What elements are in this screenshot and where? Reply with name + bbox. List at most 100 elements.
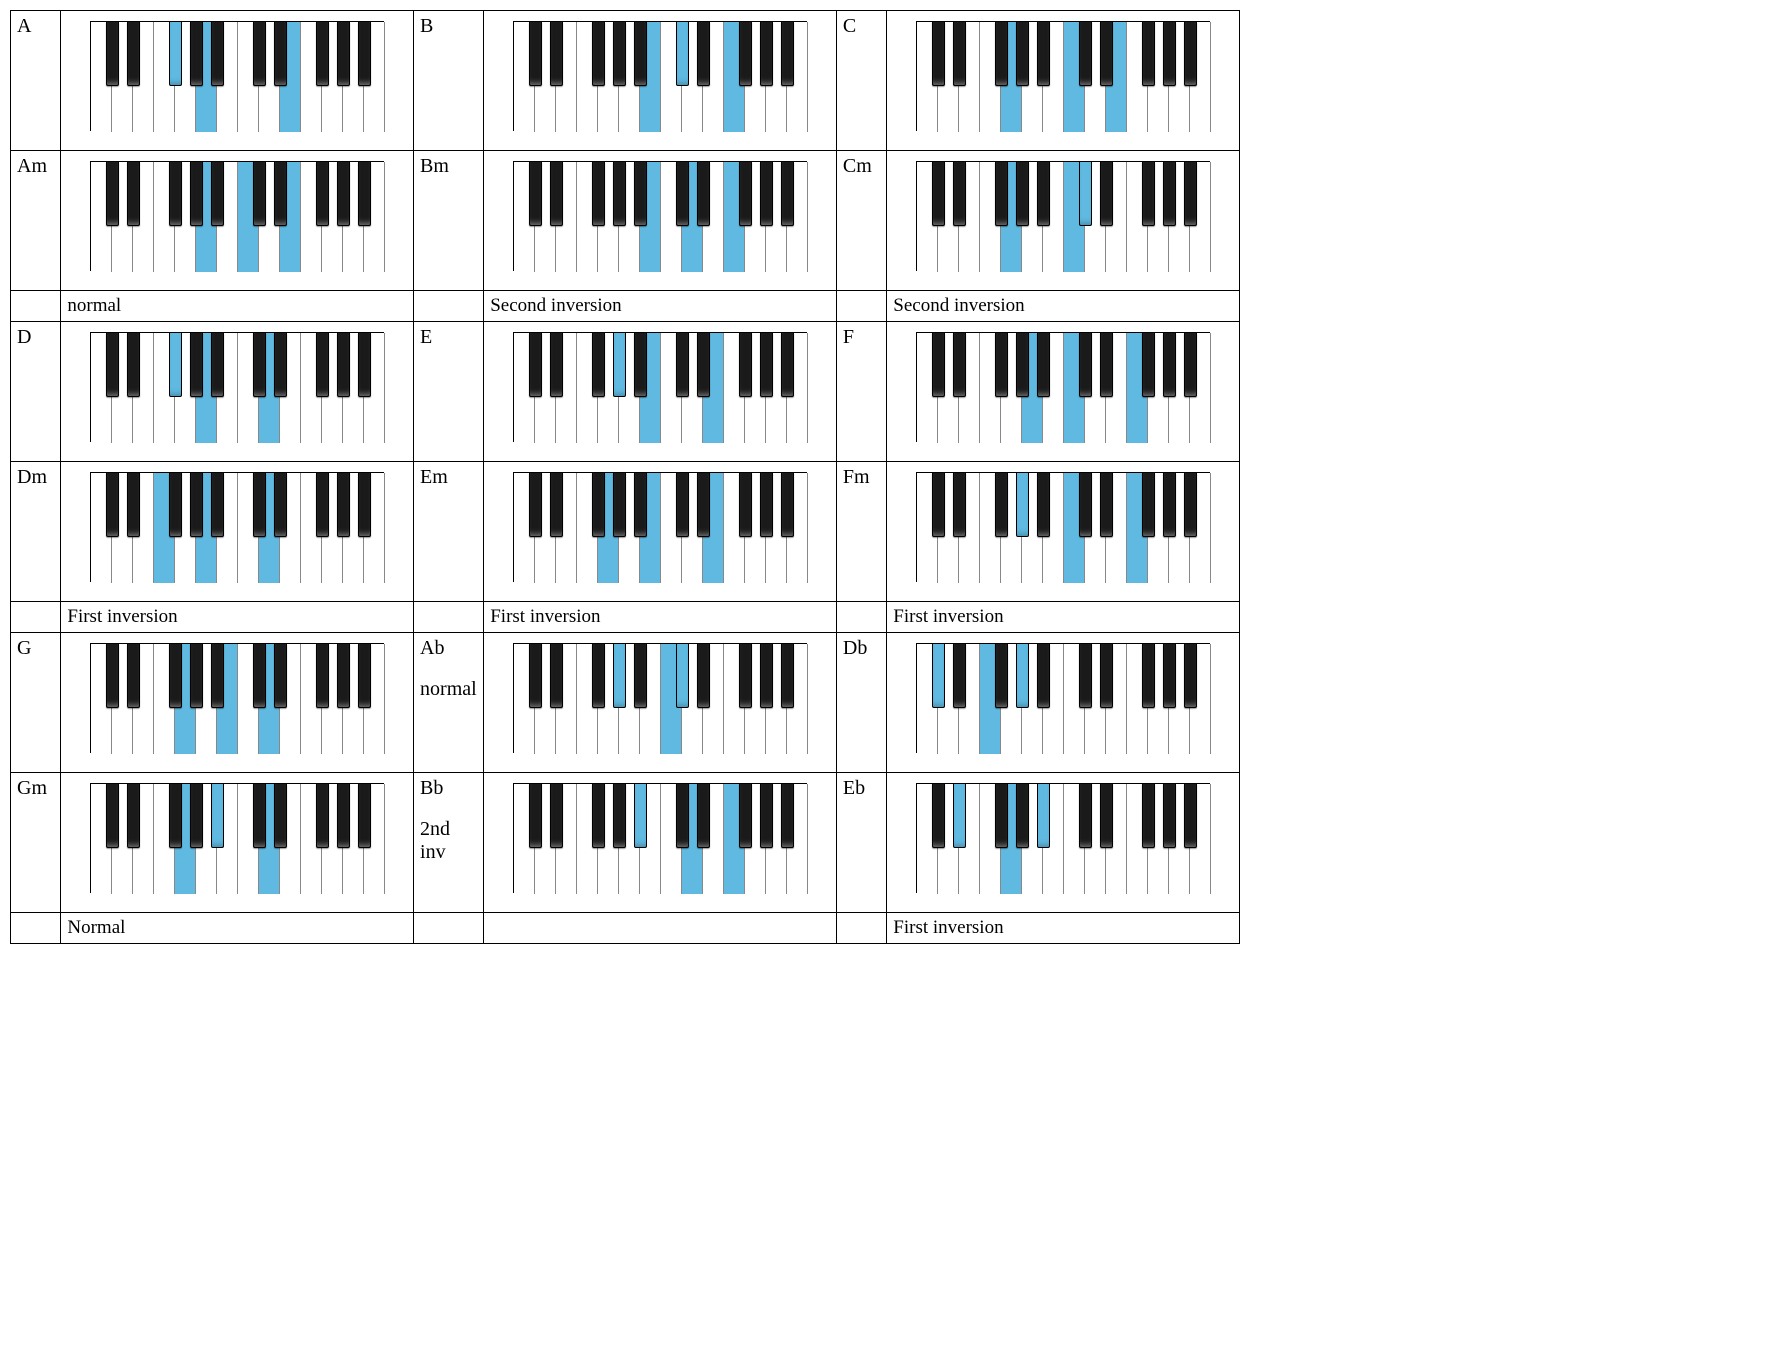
chord-label: Bm <box>420 155 477 178</box>
keyboard-cell <box>887 322 1240 462</box>
black-key <box>1100 644 1113 708</box>
caption-empty-cell <box>11 913 61 944</box>
table-row: D E F <box>11 322 1240 462</box>
black-key <box>358 22 371 86</box>
black-key <box>550 473 563 537</box>
black-key <box>613 162 626 226</box>
black-key <box>253 644 266 708</box>
black-key <box>1016 22 1029 86</box>
black-key <box>529 473 542 537</box>
black-key <box>739 22 752 86</box>
black-key <box>953 22 966 86</box>
black-key <box>1079 162 1092 226</box>
chord-label-cell: C <box>836 11 886 151</box>
black-key <box>1037 162 1050 226</box>
piano-keyboard <box>513 21 807 131</box>
black-key <box>760 162 773 226</box>
black-key <box>169 644 182 708</box>
chord-label-cell: E <box>414 322 484 462</box>
keyboard-cell <box>484 633 837 773</box>
caption-empty-cell <box>11 291 61 322</box>
keyboard-cell <box>887 151 1240 291</box>
black-key <box>1100 333 1113 397</box>
black-key <box>781 22 794 86</box>
black-key <box>1163 644 1176 708</box>
caption-empty-cell <box>836 602 886 633</box>
black-key <box>253 333 266 397</box>
black-key <box>253 784 266 848</box>
keyboard-cell <box>887 633 1240 773</box>
inversion-caption: Second inversion <box>887 291 1240 322</box>
black-key <box>127 162 140 226</box>
black-key <box>1037 333 1050 397</box>
black-key <box>316 333 329 397</box>
black-key <box>634 333 647 397</box>
chord-label: F <box>843 326 880 349</box>
black-key <box>550 22 563 86</box>
piano-keyboard <box>90 783 384 893</box>
black-key <box>953 333 966 397</box>
black-key <box>1184 22 1197 86</box>
black-key <box>127 333 140 397</box>
piano-keyboard <box>916 472 1210 582</box>
black-key <box>253 162 266 226</box>
black-key <box>592 22 605 86</box>
black-key <box>1142 22 1155 86</box>
black-key <box>634 473 647 537</box>
black-key <box>676 162 689 226</box>
keyboard-cell <box>887 11 1240 151</box>
keyboard-cell <box>484 462 837 602</box>
black-key <box>1079 644 1092 708</box>
black-key <box>358 333 371 397</box>
black-key <box>697 22 710 86</box>
black-key <box>358 473 371 537</box>
piano-keyboard <box>90 21 384 131</box>
black-key <box>739 784 752 848</box>
black-key <box>760 333 773 397</box>
black-key <box>550 162 563 226</box>
keyboard-cell <box>61 633 414 773</box>
black-key <box>1184 333 1197 397</box>
black-key <box>739 333 752 397</box>
black-key <box>932 473 945 537</box>
black-key <box>634 22 647 86</box>
black-key <box>995 333 1008 397</box>
table-row: NormalFirst inversion <box>11 913 1240 944</box>
chord-label: Am <box>17 155 54 178</box>
black-key <box>634 784 647 848</box>
piano-keyboard <box>513 643 807 753</box>
piano-keyboard <box>916 21 1210 131</box>
black-key <box>316 22 329 86</box>
chord-label-cell: Bb2nd inv <box>414 773 484 913</box>
black-key <box>932 333 945 397</box>
black-key <box>274 333 287 397</box>
black-key <box>190 333 203 397</box>
black-key <box>190 784 203 848</box>
inversion-caption: First inversion <box>61 602 414 633</box>
black-key <box>274 784 287 848</box>
black-key <box>1184 162 1197 226</box>
piano-keyboard <box>916 161 1210 271</box>
table-row: AmBmCm <box>11 151 1240 291</box>
black-key <box>1142 162 1155 226</box>
black-key <box>190 644 203 708</box>
black-key <box>1142 644 1155 708</box>
inversion-caption: Second inversion <box>484 291 837 322</box>
chord-label-cell: Em <box>414 462 484 602</box>
black-key <box>106 333 119 397</box>
black-key <box>995 22 1008 86</box>
black-key <box>634 162 647 226</box>
black-key <box>127 784 140 848</box>
black-key <box>697 784 710 848</box>
chord-label: Gm <box>17 777 54 800</box>
caption-empty-cell <box>414 913 484 944</box>
black-key <box>337 162 350 226</box>
black-key <box>169 22 182 86</box>
chord-label: Eb <box>843 777 880 800</box>
black-key <box>697 162 710 226</box>
chord-label-cell: D <box>11 322 61 462</box>
black-key <box>274 22 287 86</box>
chord-label: G <box>17 637 54 660</box>
black-key <box>127 473 140 537</box>
keyboard-cell <box>484 322 837 462</box>
